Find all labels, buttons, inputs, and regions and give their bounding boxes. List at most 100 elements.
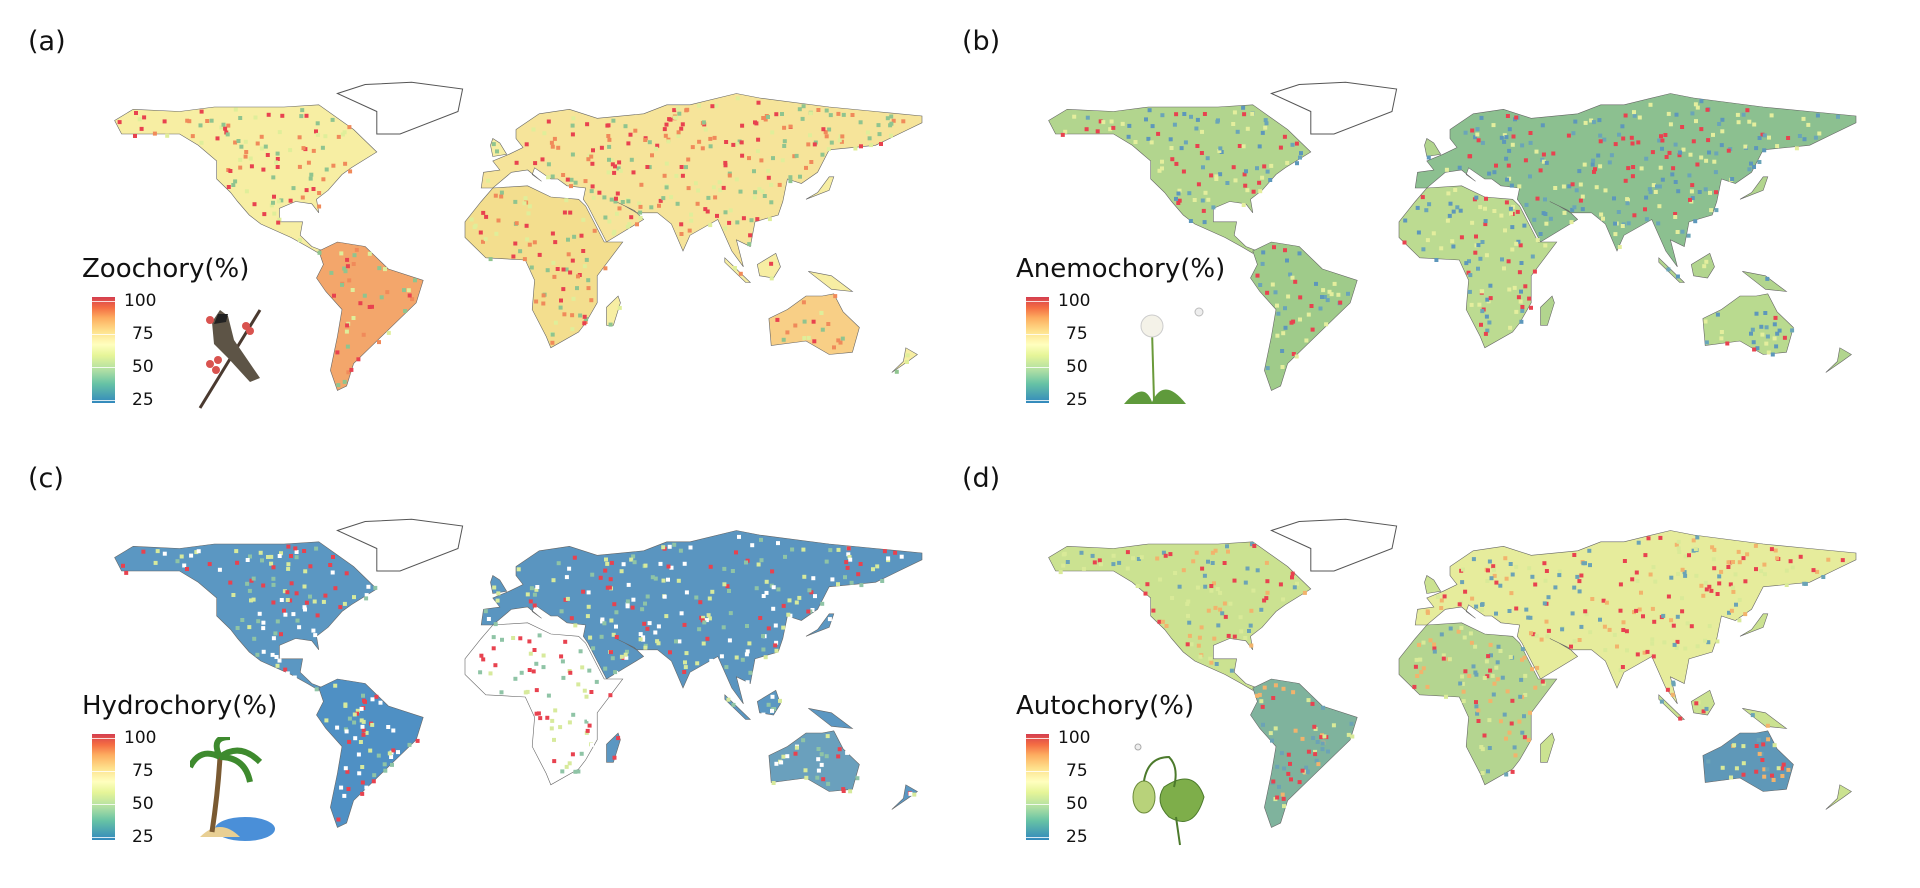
grid-cell [491,635,496,640]
grid-cell [266,112,271,117]
grid-cell [606,123,611,128]
grid-cell [561,675,566,680]
colorbar-tick [1026,738,1049,739]
grid-cell [1252,544,1257,548]
grid-cell [708,564,713,569]
grid-cell [819,762,824,767]
colorbar-tick-label: 100 [124,291,157,311]
grid-cell [205,119,210,123]
grid-cell [262,212,267,217]
grid-cell [1306,312,1311,317]
grid-cell [613,199,618,204]
grid-cell [1072,114,1077,119]
grid-cell [196,549,201,554]
grid-cell [534,661,539,666]
grid-cell [1636,140,1641,145]
legend-title: Hydrochory(%) [82,691,278,721]
bird-with-berries-icon [190,300,270,414]
grid-cell [374,694,379,699]
grid-cell [1651,183,1656,188]
grid-cell [314,129,318,134]
region-north-america [114,104,378,254]
grid-cell [886,556,891,561]
grid-cell [1752,165,1756,169]
grid-cell [656,624,661,629]
grid-cell [1211,205,1216,210]
grid-cell [662,173,667,178]
grid-cell [1677,153,1682,158]
grid-cell [597,190,602,195]
grid-cell [747,156,751,161]
grid-cell [744,652,749,657]
grid-cell [1085,115,1090,120]
grid-cell [1707,584,1712,589]
grid-cell [1424,208,1429,213]
grid-cell [315,613,320,618]
grid-cell [121,563,125,568]
grid-cell [844,560,849,565]
grid-cell [1310,701,1315,706]
grid-cell [355,711,359,716]
grid-cell [571,116,576,121]
grid-cell [364,596,369,601]
grid-cell [1425,238,1430,243]
grid-cell [562,312,567,317]
grid-cell [625,599,630,604]
grid-cell [608,693,613,698]
grid-cell [581,589,586,594]
grid-cell [1737,597,1742,602]
grid-cell [1752,122,1757,127]
grid-cell [1673,180,1678,184]
grid-cell [1133,140,1138,144]
grid-cell [485,638,490,643]
grid-cell [650,575,655,580]
grid-cell [1403,218,1408,223]
grid-cell [484,214,489,219]
grid-cell [1473,250,1478,255]
grid-cell [1813,135,1818,140]
grid-cell [1658,535,1663,540]
grid-cell [1502,712,1507,717]
grid-cell [1492,681,1497,686]
grid-cell [1775,331,1780,336]
grid-cell [1507,176,1512,181]
grid-cell [1484,659,1489,664]
grid-cell [841,112,846,117]
grid-cell [1177,188,1182,193]
grid-cell [1058,570,1063,575]
colorbar-tick-label: 75 [132,761,154,781]
grid-cell [1290,142,1295,147]
grid-cell [803,768,808,773]
grid-cell [1728,582,1733,587]
grid-cell [481,657,486,662]
grid-cell [614,196,618,201]
grid-cell [364,593,369,598]
grid-cell [1790,328,1795,333]
grid-cell [1196,643,1201,648]
grid-cell [275,157,280,161]
grid-cell [576,682,581,687]
panel-label: (c) [28,463,64,494]
grid-cell [313,633,318,638]
grid-cell [1529,631,1533,636]
colorbar-tick-label: 50 [1066,357,1088,377]
grid-cell [323,593,328,598]
grid-cell [277,658,282,663]
grid-cell [1514,564,1519,569]
grid-cell [541,665,546,670]
grid-cell [1222,561,1227,565]
grid-cell [1607,160,1612,165]
grid-cell [731,702,736,707]
grid-cell [1189,642,1194,647]
grid-cell [371,779,376,784]
grid-cell [1310,327,1315,332]
grid-cell [815,775,820,780]
grid-cell [661,578,666,583]
grid-cell [228,580,233,585]
grid-cell [846,546,851,551]
grid-cell [1598,617,1602,622]
grid-cell [686,157,691,162]
grid-cell [697,627,702,632]
grid-cell [611,118,616,123]
grid-cell [1572,639,1577,644]
